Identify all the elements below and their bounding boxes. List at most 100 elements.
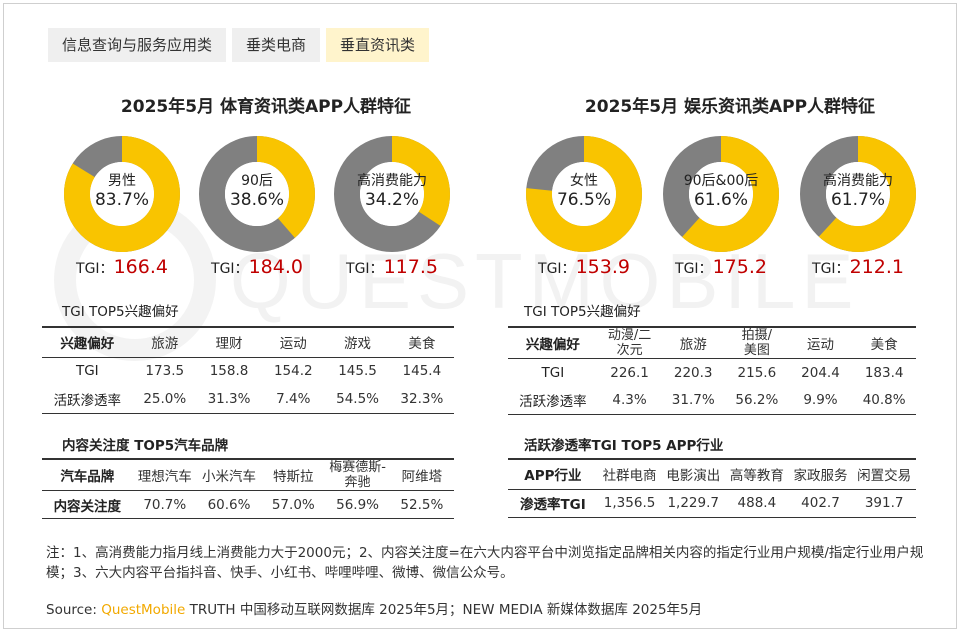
tgi-label: TGI： [675,261,713,277]
table-cell: 小米汽车 [196,458,262,491]
ent-interest-table: 兴趣偏好 动漫/二 次元 旅游 拍摄/ 美图 运动 美食 TGI 226.1 220.3 215.… [508,326,916,415]
table-cell: 理想汽车 [132,458,197,491]
donut-label: 90后&00后 [683,173,759,189]
donut-label: 女性 [570,173,598,189]
table-cell: 美食 [852,326,916,359]
donut-value: 34.2% [364,190,419,210]
table-cell: 40.8% [852,386,916,415]
table-cell: 60.6% [196,490,262,519]
donut-value-arc [64,136,180,252]
table-cell: 高等教育 [725,458,789,490]
donut-hole [552,162,616,226]
donut-value-arc [800,136,916,252]
table-cell: 7.4% [261,385,326,414]
tgi-label: TGI： [76,261,114,277]
tab-vertical-ecommerce[interactable]: 垂类电商 [232,28,321,62]
table-cell: 运动 [261,326,326,358]
table-header-row: 汽车品牌 理想汽车 小米汽车 特斯拉 梅赛德斯- 奔驰 阿维塔 [42,458,454,491]
table-cell: 游戏 [325,326,390,358]
entertainment-panel-title: 2025年5月 娱乐资讯类APP人群特征 [584,97,876,117]
table-cell: 4.3% [597,386,662,415]
sports-interest-title: TGI TOP5兴趣偏好 [62,304,179,320]
ent-interest-title: TGI TOP5兴趣偏好 [524,304,641,320]
donut-ent-high-spending: 高消费能力 61.7% [800,136,916,252]
sports-panel-title: 2025年5月 体育资讯类APP人群特征 [120,97,412,117]
donut-sports-high-spending: 高消费能力 34.2% [334,136,450,252]
table-cell: 社群电商 [597,458,662,490]
tgi-sports-male: TGI：166.4 [64,256,180,278]
donut-label: 高消费能力 [823,173,893,189]
table-cell: 运动 [788,326,853,359]
table-cell: 1,229.7 [661,489,726,518]
table-cell: 电影演出 [661,458,726,490]
table-cell: 1,356.5 [597,489,662,518]
ent-industry-table: APP行业 社群电商 电影演出 高等教育 家政服务 闲置交易 渗透率TGI 1,356.5 1,… [508,458,916,518]
donut-value-arc [199,136,315,252]
source-line: Source: QuestMobile TRUTH 中国移动互联网数据库 202… [46,598,702,618]
table-cell: 183.4 [864,364,904,381]
donut-value: 61.6% [693,190,748,210]
donut-sports-90s: 90后 38.6% [199,136,315,252]
table-cell: 226.1 [610,364,649,381]
table-row: 活跃渗透率 4.3% 31.7% 56.2% 9.9% 40.8% [508,386,916,415]
table-cell: 闲置交易 [852,458,916,490]
table-cell: 25.0% [132,385,197,414]
table-cell: 阿维塔 [389,458,454,491]
tgi-sports-high-spending: TGI：117.5 [334,256,450,278]
tgi-sports-90s: TGI：184.0 [199,256,315,278]
table-cell: 70.7% [132,490,197,519]
table-cell: 梅赛德斯- 奔驰 [325,458,390,491]
table-cell: 旅游 [661,326,726,359]
table-cell: 家政服务 [788,458,853,490]
table-cell: 拍摄/ 美图 [725,326,789,359]
table-cell: 56.9% [325,490,390,519]
tgi-label: TGI： [538,261,576,277]
table-cell: 402.7 [788,489,853,518]
row-header-cell: TGI [75,363,99,380]
row-header-cell: APP行业 [508,458,598,490]
table-row: 渗透率TGI 1,356.5 1,229.7 488.4 402.7 391.7 [508,489,916,518]
table-row: 内容关注度 70.7% 60.6% 57.0% 56.9% 52.5% [42,490,454,519]
row-header-cell: TGI [541,364,565,381]
ent-industry-title: 活跃渗透率TGI TOP5 APP行业 [524,438,724,454]
tab-info-service[interactable]: 信息查询与服务应用类 [48,28,227,62]
tgi-label: TGI： [812,261,850,277]
table-cell: 220.3 [673,364,713,381]
table-cell: 32.3% [389,385,454,414]
tgi-value: 117.5 [383,256,438,278]
table-cell: 52.5% [389,490,454,519]
donut-ent-90s-00s: 90后&00后 61.6% [663,136,779,252]
row-header-cell: 兴趣偏好 [42,326,133,358]
category-tabs: 信息查询与服务应用类 垂类电商 垂直资讯类 [48,28,430,62]
donut-value-arc [663,136,779,252]
sports-interest-table: 兴趣偏好 旅游 理财 运动 游戏 美食 TGI 173.5 158.8 154.2 145.5 145… [42,326,454,414]
source-prefix: Source: [46,602,97,618]
sports-car-table: 汽车品牌 理想汽车 小米汽车 特斯拉 梅赛德斯- 奔驰 阿维塔 内容关注度 70.7% 60.6… [42,458,454,519]
tgi-value: 166.4 [113,256,168,278]
table-cell: 54.5% [325,385,390,414]
table-header-row: APP行业 社群电商 电影演出 高等教育 家政服务 闲置交易 [508,458,916,490]
table-row: 活跃渗透率 25.0% 31.3% 7.4% 54.5% 32.3% [42,385,454,414]
donut-value-arc [526,136,642,252]
table-cell: 173.5 [145,363,185,380]
table-header-row: 兴趣偏好 旅游 理财 运动 游戏 美食 [42,326,454,358]
donut-hole [225,162,289,226]
table-cell: 204.4 [801,364,840,381]
tab-vertical-news[interactable]: 垂直资讯类 [326,28,430,62]
tgi-value: 175.2 [712,256,767,278]
source-rest: TRUTH 中国移动互联网数据库 2025年5月；NEW MEDIA 新媒体数据… [189,602,703,618]
donut-ent-female: 女性 76.5% [526,136,642,252]
donut-value: 38.6% [229,190,284,210]
row-header-cell: 兴趣偏好 [508,326,598,359]
donut-label: 男性 [108,173,136,189]
sports-car-title: 内容关注度 TOP5汽车品牌 [62,438,229,454]
tgi-value: 212.1 [849,256,904,278]
donut-hole [90,162,154,226]
row-header-cell: 活跃渗透率 [508,386,598,415]
table-cell: 145.5 [338,363,377,380]
donut-hole [826,162,890,226]
table-row: TGI 173.5 158.8 154.2 145.5 145.4 [42,357,454,385]
donut-value: 76.5% [556,190,611,210]
donut-value: 83.7% [94,190,149,210]
donut-label: 90后 [241,173,273,189]
